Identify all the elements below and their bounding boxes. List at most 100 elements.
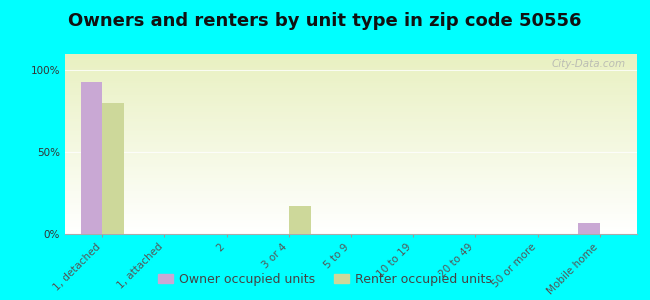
Bar	[65, 142, 637, 144]
Bar	[65, 97, 637, 99]
Bar	[65, 198, 637, 200]
Bar	[65, 74, 637, 76]
Bar	[65, 140, 637, 142]
Bar	[65, 133, 637, 135]
Bar	[65, 151, 637, 153]
Bar	[65, 139, 637, 140]
Bar	[65, 211, 637, 212]
Bar	[65, 149, 637, 151]
Bar	[65, 56, 637, 58]
Bar	[65, 72, 637, 74]
Bar	[65, 229, 637, 230]
Bar	[65, 70, 637, 72]
Bar	[65, 205, 637, 207]
Bar	[65, 79, 637, 81]
Bar	[65, 76, 637, 77]
Bar	[65, 212, 637, 214]
Bar	[65, 61, 637, 63]
Bar	[65, 157, 637, 158]
Bar	[65, 173, 637, 175]
Bar	[65, 209, 637, 211]
Bar	[65, 115, 637, 117]
Bar	[65, 148, 637, 149]
Bar	[65, 230, 637, 232]
Bar	[65, 94, 637, 95]
Bar	[81, 82, 102, 234]
Bar	[65, 221, 637, 223]
Bar	[65, 196, 637, 198]
Bar	[65, 158, 637, 160]
Bar	[65, 225, 637, 227]
Bar	[65, 92, 637, 94]
Bar	[65, 146, 637, 148]
Bar	[65, 117, 637, 119]
Bar	[65, 194, 637, 196]
Bar	[65, 54, 637, 56]
Bar	[65, 135, 637, 137]
Bar	[65, 187, 637, 189]
Bar	[65, 207, 637, 209]
Bar	[65, 85, 637, 86]
Bar	[65, 169, 637, 171]
Bar	[65, 128, 637, 130]
Bar	[65, 193, 637, 194]
Bar	[65, 180, 637, 182]
Bar	[65, 162, 637, 164]
Legend: Owner occupied units, Renter occupied units: Owner occupied units, Renter occupied un…	[153, 268, 497, 291]
Bar	[65, 81, 637, 83]
Bar	[65, 218, 637, 220]
Bar	[65, 137, 637, 139]
Bar	[65, 171, 637, 173]
Bar	[65, 232, 637, 234]
Bar	[65, 67, 637, 68]
Bar	[65, 58, 637, 59]
Bar	[65, 103, 637, 104]
Bar	[65, 155, 637, 157]
Bar	[65, 110, 637, 112]
Bar	[65, 95, 637, 97]
Bar	[65, 166, 637, 167]
Bar	[65, 144, 637, 146]
Bar	[65, 86, 637, 88]
Bar	[65, 178, 637, 180]
Bar	[65, 130, 637, 131]
Bar	[65, 113, 637, 115]
Bar	[65, 124, 637, 126]
Bar	[65, 214, 637, 216]
Bar	[65, 65, 637, 67]
Bar	[65, 200, 637, 202]
Bar	[65, 104, 637, 106]
Bar	[65, 182, 637, 184]
Bar	[65, 59, 637, 61]
Bar	[65, 184, 637, 185]
Bar	[102, 103, 124, 234]
Bar	[65, 88, 637, 90]
Bar	[65, 122, 637, 124]
Bar	[65, 203, 637, 205]
Bar	[65, 121, 637, 122]
Bar	[65, 106, 637, 108]
Bar	[65, 202, 637, 203]
Bar	[65, 216, 637, 218]
Text: City-Data.com: City-Data.com	[551, 59, 625, 69]
Bar	[65, 191, 637, 193]
Bar	[65, 63, 637, 65]
Text: Owners and renters by unit type in zip code 50556: Owners and renters by unit type in zip c…	[68, 12, 582, 30]
Bar	[65, 119, 637, 121]
Bar	[65, 227, 637, 229]
Bar	[65, 189, 637, 191]
Bar	[65, 108, 637, 110]
Bar	[65, 101, 637, 103]
Bar	[65, 167, 637, 169]
Bar	[65, 220, 637, 221]
Bar	[65, 164, 637, 166]
Bar	[65, 175, 637, 176]
Bar	[578, 223, 600, 234]
Bar	[65, 126, 637, 128]
Bar	[65, 112, 637, 113]
Bar	[289, 206, 311, 234]
Bar	[65, 131, 637, 133]
Bar	[65, 83, 637, 85]
Bar	[65, 77, 637, 79]
Bar	[65, 68, 637, 70]
